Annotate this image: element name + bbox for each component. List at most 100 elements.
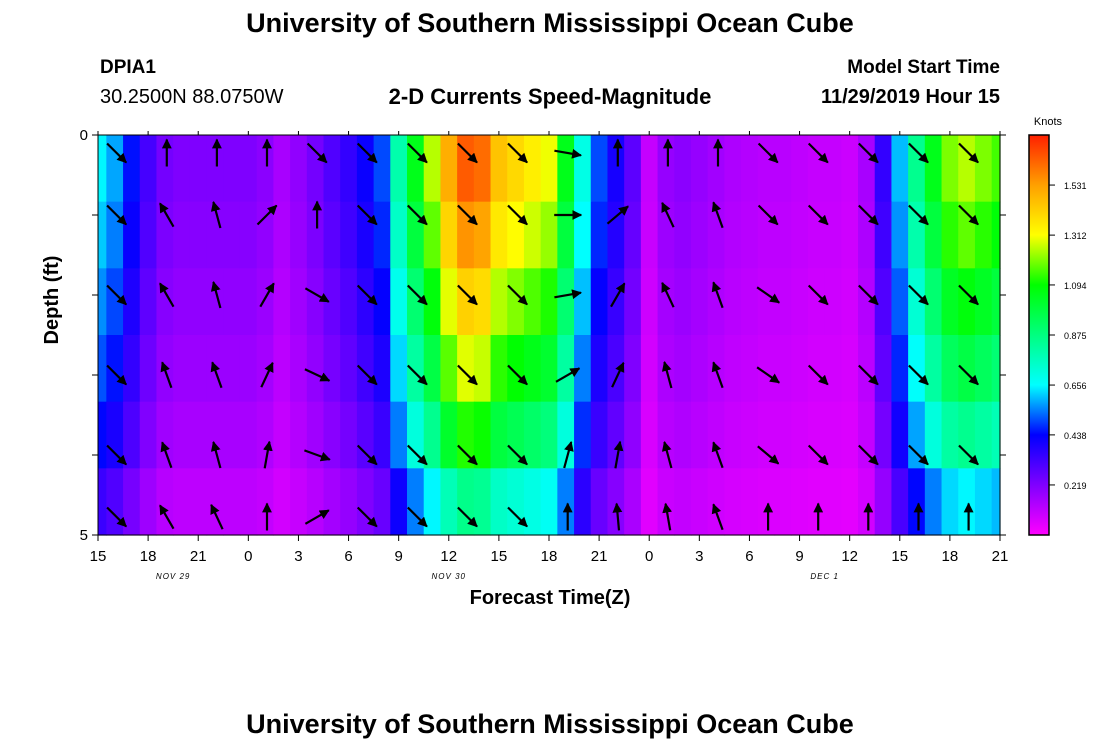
heat-cell [991, 468, 1001, 536]
heat-cell [574, 335, 592, 403]
heat-cell [106, 268, 124, 336]
current-arrow [304, 449, 331, 462]
heat-cell [724, 135, 742, 203]
date-label: DEC 1 [810, 572, 839, 581]
current-arrow [908, 364, 929, 386]
current-arrow [356, 204, 378, 226]
current-arrow [606, 205, 629, 225]
heat-cell [707, 135, 725, 203]
heat-cell [473, 135, 492, 203]
model-start-value: 11/29/2019 Hour 15 [820, 86, 1000, 108]
heat-cell [674, 401, 692, 469]
current-arrow [160, 361, 173, 389]
x-tick-label: 21 [992, 548, 1009, 565]
current-arrow [958, 142, 979, 164]
heat-cell [507, 335, 525, 403]
current-arrow [858, 204, 879, 226]
heat-cell [807, 201, 826, 269]
heat-cell [206, 268, 224, 336]
heat-cell [98, 335, 107, 403]
heat-cell [440, 135, 458, 203]
heat-cell [707, 468, 725, 536]
current-arrow [210, 281, 222, 309]
heat-cell [173, 335, 191, 403]
heat-cell [423, 335, 442, 403]
heat-cell [123, 268, 141, 336]
heat-cell [123, 468, 141, 536]
heat-cell [724, 201, 742, 269]
x-tick-label: 0 [645, 548, 653, 565]
heat-cell [206, 468, 224, 536]
heat-cell [98, 401, 107, 469]
x-tick-label: 21 [190, 548, 207, 565]
heat-cell [189, 401, 208, 469]
heat-cell [624, 335, 642, 403]
current-arrow [106, 204, 127, 226]
current-arrow [563, 441, 574, 469]
heat-cell [440, 468, 458, 536]
heat-cell [624, 468, 642, 536]
current-arrow [407, 506, 428, 528]
heat-cell [924, 468, 943, 536]
heat-cell [557, 468, 575, 536]
heat-cell [607, 268, 625, 336]
current-arrow [507, 284, 528, 306]
colorbar-tick-label: 0.438 [1064, 431, 1087, 441]
current-arrow [711, 201, 724, 229]
heat-cell [256, 401, 274, 469]
heat-cell [991, 135, 1001, 203]
heat-cell [724, 268, 742, 336]
heat-cell [540, 135, 558, 203]
heat-cell [223, 135, 241, 203]
current-arrow [756, 366, 781, 384]
heat-cell [173, 468, 191, 536]
heat-cell [540, 335, 558, 403]
heat-cell [858, 401, 876, 469]
heat-cell [974, 335, 993, 403]
heat-cell [223, 335, 241, 403]
heat-cell [540, 401, 558, 469]
current-arrow [507, 444, 528, 466]
heat-cell [540, 268, 558, 336]
heat-cell [390, 135, 408, 203]
current-arrow [858, 284, 879, 306]
heatmap-cells [98, 135, 1001, 536]
heat-cell [473, 201, 492, 269]
heat-cell [624, 135, 642, 203]
heat-cell [858, 268, 876, 336]
heat-cell [941, 135, 959, 203]
heat-cell [607, 401, 625, 469]
x-tick-label: 15 [491, 548, 508, 565]
heat-cell [607, 468, 625, 536]
heat-cell [507, 201, 525, 269]
current-arrow [356, 444, 378, 466]
heat-cell [106, 401, 124, 469]
heat-cell [407, 468, 425, 536]
colorbar: Knots 0.219 0.438 0.656 0.875 1.094 1.312 1.53… [1028, 116, 1087, 536]
heat-cell [173, 201, 191, 269]
heat-cell [173, 268, 191, 336]
heat-cell [741, 401, 759, 469]
heat-cell [941, 401, 959, 469]
heat-cell [423, 468, 442, 536]
current-arrow [407, 364, 428, 386]
heat-cell [390, 468, 408, 536]
heat-cell [841, 201, 859, 269]
heat-cell [941, 468, 959, 536]
heat-cell [791, 335, 809, 403]
x-tick-label: 9 [795, 548, 803, 565]
heat-cell [256, 335, 274, 403]
y-axis-ticks: 05 [80, 127, 1006, 544]
current-arrow [711, 441, 724, 469]
heat-cell [440, 401, 458, 469]
x-tick-label: 3 [294, 548, 302, 565]
heat-cell [557, 335, 575, 403]
heat-cell [640, 468, 659, 536]
heat-cell [841, 335, 859, 403]
current-arrow [159, 202, 175, 228]
heat-cell [373, 468, 391, 536]
current-arrow [858, 444, 879, 466]
heat-cell [858, 135, 876, 203]
heat-cell [991, 201, 1001, 269]
